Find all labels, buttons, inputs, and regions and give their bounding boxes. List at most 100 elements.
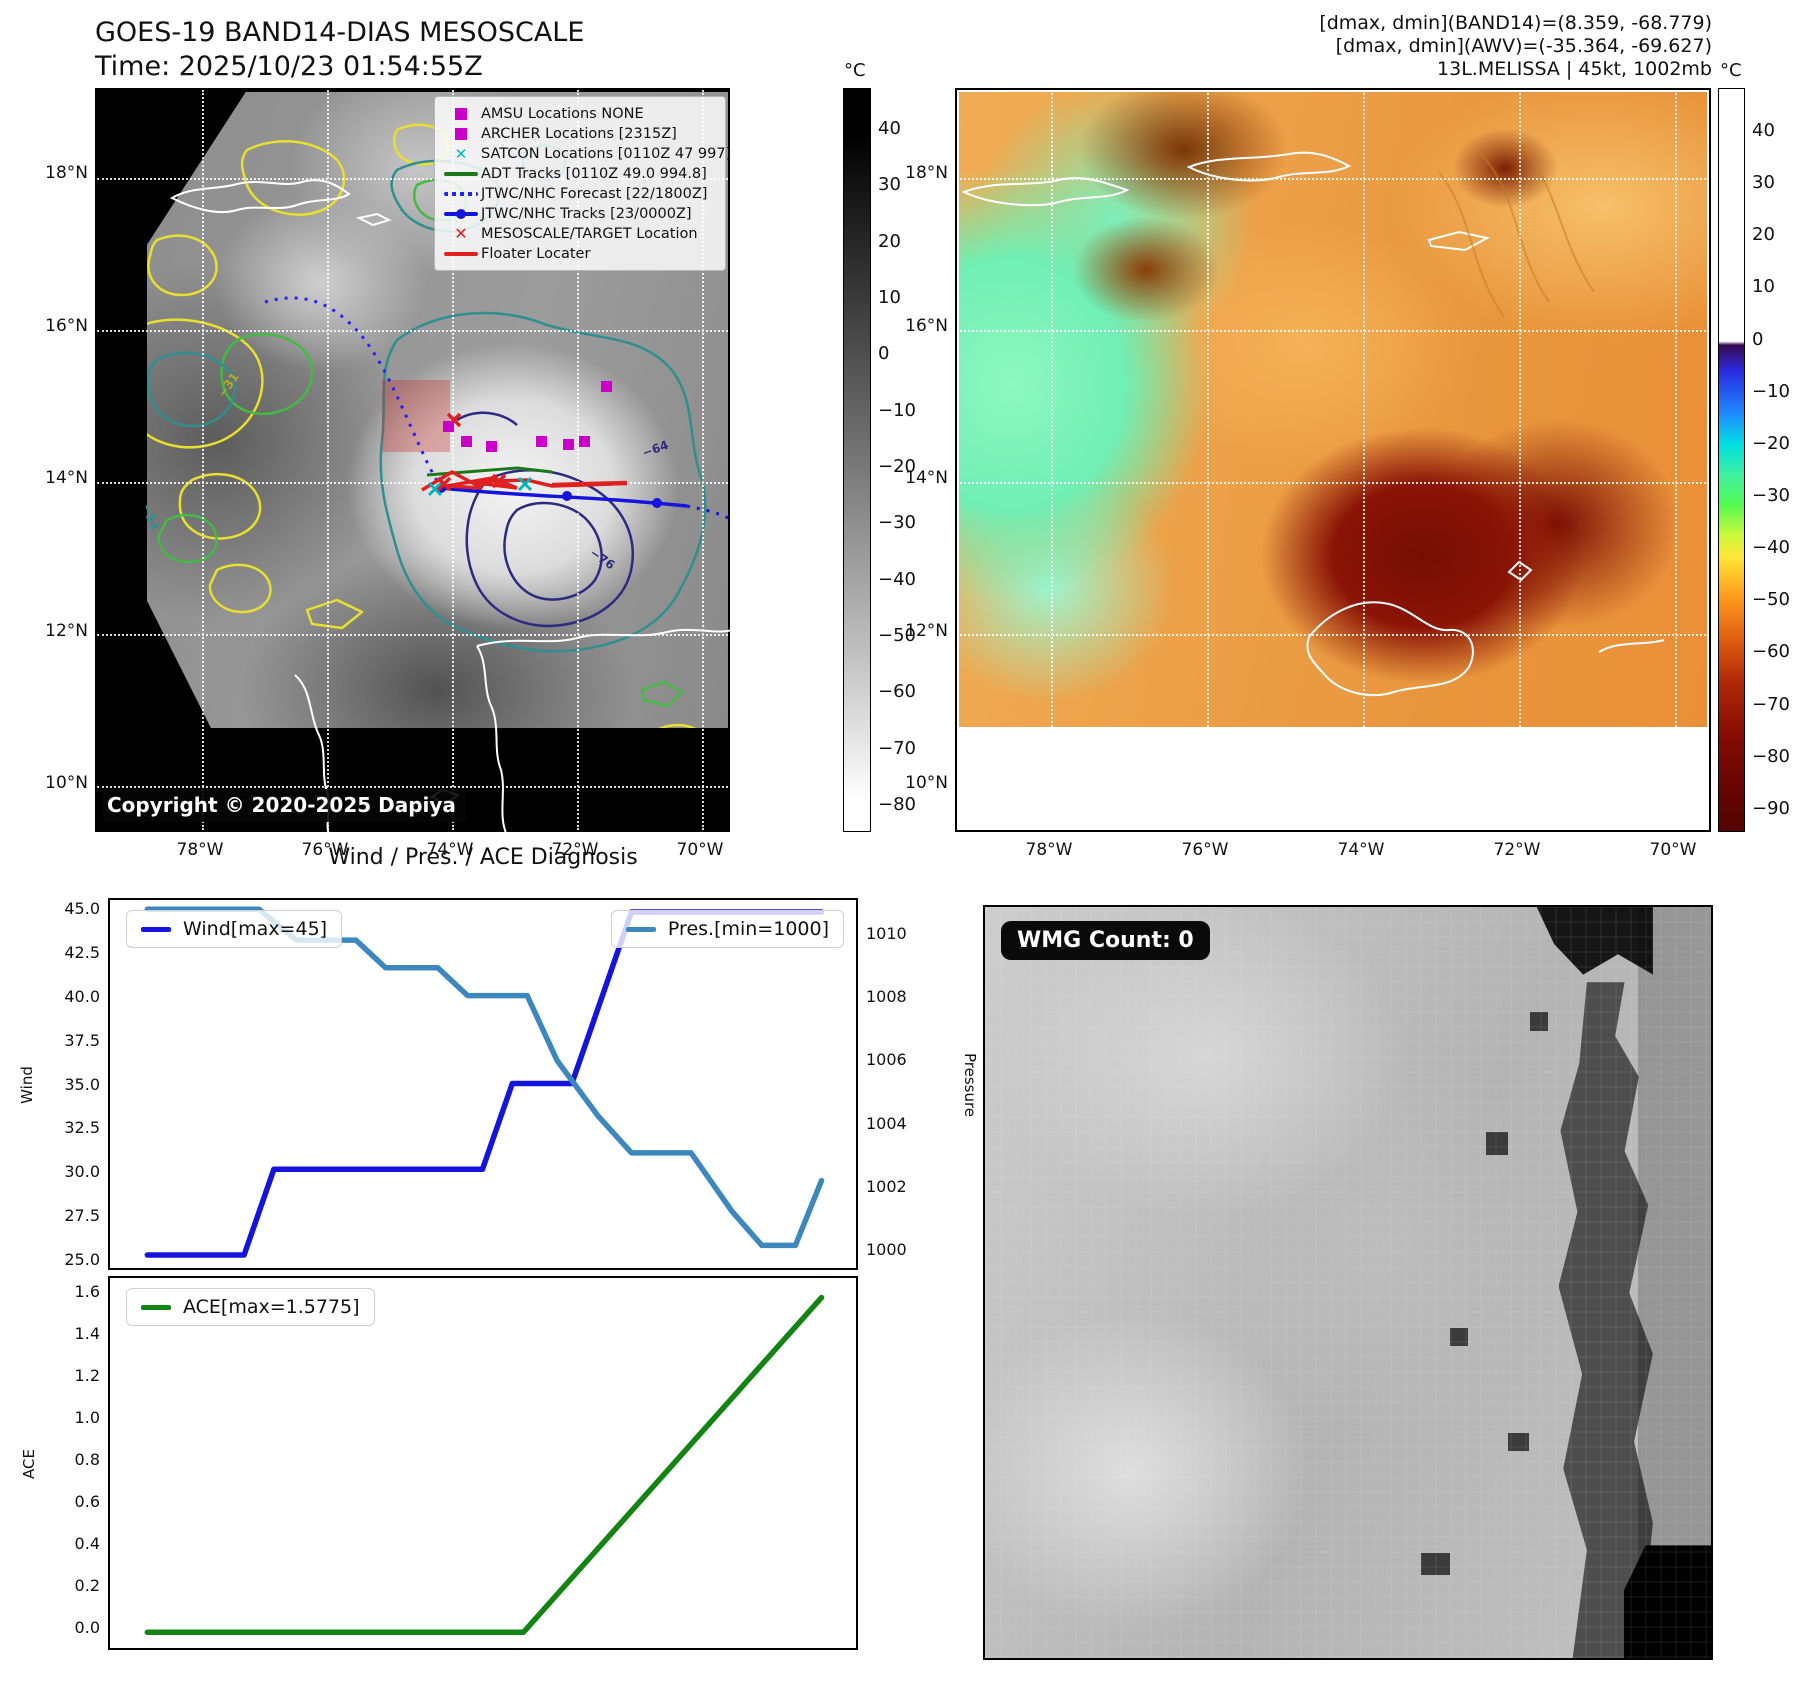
wind-legend-label: Wind[max=45]: [183, 918, 328, 940]
legend-row: ✕ SATCON Locations [0110Z 47 997]: [441, 144, 732, 164]
y-tick-label: 1006: [866, 1050, 907, 1070]
y-tick-label: 0.0: [74, 1618, 100, 1637]
legend-label: JTWC/NHC Tracks [23/0000Z]: [481, 206, 692, 222]
target-sector-box: [382, 380, 450, 452]
lat-tick-label: 16°N: [45, 315, 88, 336]
colorbar-tick-label: 0: [1752, 328, 1764, 350]
colorbar-tick-label: 0: [878, 343, 890, 365]
y-tick-label: 45.0: [64, 899, 100, 918]
wind-axis-title: Wind: [17, 1066, 36, 1104]
legend-label: ARCHER Locations [2315Z]: [481, 126, 677, 142]
wmg-pixel-chip: [1507, 1432, 1530, 1452]
awv-colorbar-unit: °C: [1720, 60, 1742, 81]
lat-tick-label: 12°N: [905, 620, 948, 641]
band14-colorbar: [843, 88, 871, 832]
band14-colorbar-ticks: 40 30 20 10 0 −10 −20 −30 −40 −50 −60 −70 −80: [878, 118, 916, 815]
awv-colorbar: [1718, 88, 1745, 832]
colorbar-tick-label: −70: [878, 737, 916, 759]
gridline-18n: [957, 178, 1709, 180]
colorbar-tick-label: −10: [1752, 380, 1790, 402]
wind-y-axis: 45.0 42.5 40.0 37.5 35.0 32.5 30.0 27.5 25.0: [48, 899, 100, 1269]
colorbar-tick-label: −20: [878, 455, 916, 477]
jtwc-forecast-line: [264, 296, 443, 488]
awv-satellite-image: [959, 92, 1707, 727]
awv-lat-axis: 18°N 16°N 14°N 12°N 10°N: [890, 163, 948, 793]
ace-line-swatch: [141, 1304, 171, 1310]
y-tick-label: 25.0: [64, 1250, 100, 1269]
ace-legend-label: ACE[max=1.5775]: [183, 1296, 360, 1318]
storm-id: 13L.MELISSA | 45kt, 1002mb: [1437, 58, 1712, 80]
y-tick-label: 1000: [866, 1239, 907, 1259]
gridline-18n: [97, 178, 728, 180]
gridline-16n: [957, 330, 1709, 332]
legend-label: AMSU Locations NONE: [481, 106, 644, 122]
legend-label: JTWC/NHC Forecast [22/1800Z]: [481, 186, 708, 202]
gridline-72w: [1519, 90, 1521, 830]
pressure-y-axis: 1010 1008 1006 1004 1002 1000: [866, 924, 918, 1259]
wmg-image-panel: WMG Count: 0: [983, 905, 1713, 1660]
y-tick-label: 1.6: [74, 1282, 100, 1301]
y-tick-label: 1008: [866, 987, 907, 1007]
y-tick-label: 30.0: [64, 1162, 100, 1182]
wmg-right-shade: [1638, 907, 1711, 1658]
colorbar-tick-label: −60: [1752, 641, 1790, 663]
wmg-black-region-bottom: [1623, 1545, 1711, 1658]
band14-colorbar-unit: °C: [844, 60, 866, 81]
lat-tick-label: 14°N: [905, 468, 948, 488]
wmg-count-badge: WMG Count: 0: [1001, 921, 1210, 960]
wmg-pixel-chip: [1449, 1327, 1468, 1347]
y-tick-label: 1.2: [74, 1366, 100, 1385]
ace-legend: ACE[max=1.5775]: [126, 1288, 375, 1326]
archer-markers: [443, 381, 612, 452]
colorbar-tick-label: −80: [878, 793, 916, 815]
awv-map-panel: [955, 88, 1711, 832]
colorbar-tick-label: −40: [878, 568, 916, 590]
awv-range: [dmax, dmin](AWV)=(-35.364, -69.627): [1335, 35, 1712, 57]
gridline-14n: [957, 482, 1709, 484]
legend-marker-icon: ✕: [454, 145, 468, 163]
gridline-10n: [97, 786, 728, 788]
copyright-badge: Copyright © 2020-2025 Dapiya: [103, 789, 466, 822]
pressure-legend-label: Pres.[min=1000]: [667, 918, 829, 940]
y-tick-label: 0.4: [74, 1534, 100, 1553]
awv-lon-axis: 78°W 76°W 74°W 72°W 70°W: [1014, 840, 1708, 860]
colorbar-tick-label: 20: [878, 230, 901, 252]
colorbar-tick-label: −50: [878, 624, 916, 646]
adt-track-line: [426, 466, 553, 477]
wmg-pixel-chip: [1485, 1132, 1508, 1155]
lon-tick-label: 72°W: [1493, 840, 1541, 860]
mesoscale-target-markers: [436, 412, 507, 492]
storm-info: [dmax, dmin](BAND14)=(8.359, -68.779) [d…: [1000, 12, 1712, 81]
lon-tick-label: 72°W: [551, 840, 599, 860]
lon-tick-label: 74°W: [426, 840, 474, 860]
y-tick-label: 37.5: [64, 1030, 100, 1050]
pressure-axis-title: Pressure: [961, 1052, 980, 1118]
legend-label: Floater Locater: [481, 246, 591, 262]
wind-pressure-plot-area: [144, 906, 825, 1258]
legend-marker-icon: [441, 128, 481, 140]
colorbar-tick-label: −70: [1752, 693, 1790, 715]
pressure-legend: Pres.[min=1000]: [610, 910, 844, 948]
gridline-74w: [1363, 90, 1365, 830]
y-tick-label: 32.5: [64, 1118, 100, 1138]
colorbar-tick-label: 10: [1752, 276, 1775, 298]
jtwc-track-line: [440, 486, 688, 508]
y-tick-label: 0.6: [74, 1492, 100, 1511]
lat-tick-label: 10°N: [45, 773, 88, 793]
legend-marker-icon: [441, 252, 481, 256]
ace-y-axis: 1.6 1.4 1.2 1.0 0.8 0.6 0.4 0.2 0.0: [48, 1282, 100, 1637]
colorbar-tick-label: −40: [1752, 537, 1790, 559]
wmg-pixelation-texture: [985, 907, 1711, 1658]
lat-tick-label: 18°N: [45, 163, 88, 183]
band14-map-panel: −31 −54 −64 −76 AMSU Locations NONE ARCH…: [95, 88, 732, 834]
diagnosis-chart-title: Wind / Pres. / ACE Diagnosis: [328, 845, 638, 870]
legend-marker-icon: [441, 212, 481, 216]
y-tick-label: 1.4: [74, 1324, 100, 1343]
satcon-markers: [427, 476, 533, 497]
legend-row: AMSU Locations NONE: [441, 104, 717, 124]
legend-label: ADT Tracks [0110Z 49.0 994.8]: [481, 166, 707, 182]
legend-row: JTWC/NHC Forecast [22/1800Z]: [441, 184, 717, 204]
band14-lon-axis: 78°W 76°W 74°W 72°W 70°W: [165, 840, 735, 860]
lat-tick-label: 14°N: [45, 468, 88, 488]
legend-marker-icon: [441, 172, 481, 176]
